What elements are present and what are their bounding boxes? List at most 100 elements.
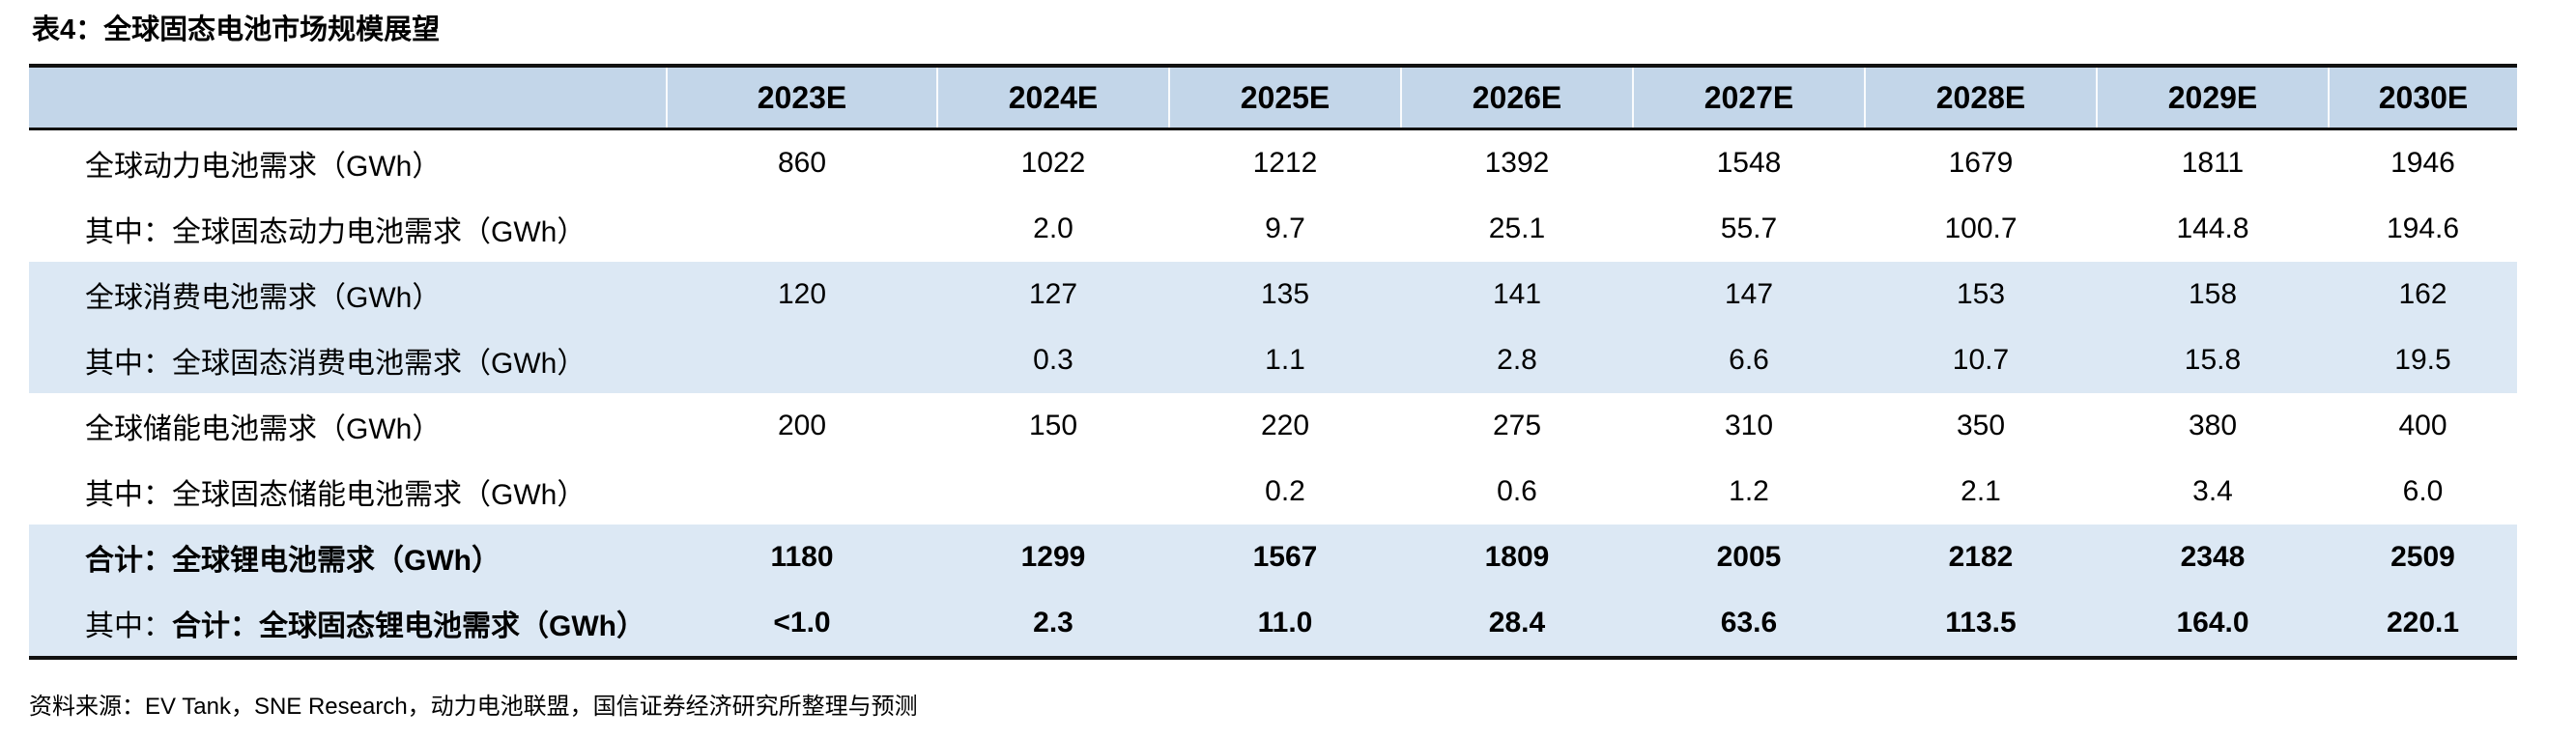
row-label-cell: 全球动力电池需求（GWh） [29, 128, 667, 196]
value-cell: 1.1 [1169, 327, 1401, 393]
value-cell: 0.6 [1401, 459, 1633, 525]
value-cell: 2.8 [1401, 327, 1633, 393]
table-row: 其中：全球固态动力电池需求（GWh） 2.0 9.7 25.1 55.7 100… [29, 196, 2517, 262]
value-cell: 1212 [1169, 128, 1401, 196]
value-cell: 0.3 [937, 327, 1169, 393]
header-cell-empty [29, 64, 667, 130]
row-label-cell: 其中：全球固态储能电池需求（GWh） [29, 459, 667, 525]
value-cell [667, 327, 937, 393]
value-cell: 11.0 [1169, 590, 1401, 660]
row-label: 全球动力电池需求（GWh） [85, 151, 442, 183]
value-cell: 113.5 [1865, 590, 2097, 660]
value-cell: 200 [667, 393, 937, 459]
header-row: 2023E 2024E 2025E 2026E 2027E 2028E 2029… [29, 64, 2517, 130]
year-header: 2025E [1168, 64, 1401, 130]
year-header: 2024E [936, 64, 1169, 130]
row-label-cell: 合计：全球锂电池需求（GWh） [29, 525, 667, 590]
year-header: 2026E [1400, 64, 1633, 130]
value-cell: 55.7 [1633, 196, 1865, 262]
value-cell: 310 [1633, 393, 1865, 459]
value-cell: 2.3 [937, 590, 1169, 660]
year-header: 2028E [1864, 64, 2097, 130]
value-cell [667, 459, 937, 525]
value-cell: 150 [937, 393, 1169, 459]
value-cell: 28.4 [1401, 590, 1633, 660]
value-cell [937, 459, 1169, 525]
year-header: 2023E [666, 64, 937, 130]
value-cell: 63.6 [1633, 590, 1865, 660]
table-row: 其中：全球固态储能电池需求（GWh） 0.2 0.6 1.2 2.1 3.4 6… [29, 459, 2517, 525]
value-cell: 1567 [1169, 525, 1401, 590]
value-cell: 194.6 [2329, 196, 2517, 262]
value-cell: 19.5 [2329, 327, 2517, 393]
table-row: 全球储能电池需求（GWh） 200 150 220 275 310 350 38… [29, 393, 2517, 459]
value-cell: 10.7 [1865, 327, 2097, 393]
row-label-cell: 全球储能电池需求（GWh） [29, 393, 667, 459]
value-cell: 2.0 [937, 196, 1169, 262]
value-cell: 1809 [1401, 525, 1633, 590]
row-label: 全球储能电池需求（GWh） [85, 413, 442, 445]
value-cell: 380 [2097, 393, 2329, 459]
year-header: 2030E [2328, 64, 2517, 130]
value-cell: 1811 [2097, 128, 2329, 196]
year-header: 2029E [2096, 64, 2329, 130]
row-label: 其中：全球固态消费电池需求（GWh） [85, 348, 587, 380]
value-cell: 158 [2097, 262, 2329, 327]
value-cell: 141 [1401, 262, 1633, 327]
market-forecast-table: 2023E 2024E 2025E 2026E 2027E 2028E 2029… [29, 64, 2517, 660]
value-cell: <1.0 [667, 590, 937, 660]
row-label: 其中：全球固态储能电池需求（GWh） [85, 479, 587, 511]
value-cell: 1548 [1633, 128, 1865, 196]
value-cell: 1392 [1401, 128, 1633, 196]
value-cell: 2182 [1865, 525, 2097, 590]
table-row: 其中：全球固态消费电池需求（GWh） 0.3 1.1 2.8 6.6 10.7 … [29, 327, 2517, 393]
row-label-cell: 其中：全球固态消费电池需求（GWh） [29, 327, 667, 393]
row-label: 合计：全球锂电池需求（GWh） [85, 545, 501, 577]
value-cell: 100.7 [1865, 196, 2097, 262]
row-label: 合计：全球固态锂电池需求（GWh） [172, 610, 645, 642]
value-cell: 25.1 [1401, 196, 1633, 262]
value-cell [667, 196, 937, 262]
table-row: 全球消费电池需求（GWh） 120 127 135 141 147 153 15… [29, 262, 2517, 327]
report-table-figure: 表4：全球固态电池市场规模展望 2023E 2024E 2025E 2026E … [0, 12, 2576, 738]
value-cell: 2348 [2097, 525, 2329, 590]
value-cell: 2005 [1633, 525, 1865, 590]
value-cell: 1299 [937, 525, 1169, 590]
row-label: 其中：全球固态动力电池需求（GWh） [85, 216, 587, 248]
value-cell: 164.0 [2097, 590, 2329, 660]
value-cell: 1.2 [1633, 459, 1865, 525]
value-cell: 6.0 [2329, 459, 2517, 525]
row-label: 全球消费电池需求（GWh） [85, 282, 442, 314]
value-cell: 144.8 [2097, 196, 2329, 262]
value-cell: 275 [1401, 393, 1633, 459]
row-label-cell: 其中：全球固态动力电池需求（GWh） [29, 196, 667, 262]
source-note: 资料来源：EV Tank，SNE Research，动力电池联盟，国信证券经济研… [29, 694, 918, 720]
value-cell: 220.1 [2329, 590, 2517, 660]
value-cell: 147 [1633, 262, 1865, 327]
value-cell: 400 [2329, 393, 2517, 459]
value-cell: 1022 [937, 128, 1169, 196]
table-row-total: 合计：全球锂电池需求（GWh） 1180 1299 1567 1809 2005… [29, 525, 2517, 590]
value-cell: 860 [667, 128, 937, 196]
value-cell: 153 [1865, 262, 2097, 327]
value-cell: 220 [1169, 393, 1401, 459]
row-label-cell: 全球消费电池需求（GWh） [29, 262, 667, 327]
value-cell: 162 [2329, 262, 2517, 327]
value-cell: 9.7 [1169, 196, 1401, 262]
value-cell: 6.6 [1633, 327, 1865, 393]
value-cell: 15.8 [2097, 327, 2329, 393]
value-cell: 2.1 [1865, 459, 2097, 525]
value-cell: 3.4 [2097, 459, 2329, 525]
table-title: 表4：全球固态电池市场规模展望 [32, 14, 441, 45]
row-label-prefix: 其中： [85, 610, 172, 642]
value-cell: 350 [1865, 393, 2097, 459]
value-cell: 1946 [2329, 128, 2517, 196]
value-cell: 0.2 [1169, 459, 1401, 525]
value-cell: 1180 [667, 525, 937, 590]
table-row-total: 其中：合计：全球固态锂电池需求（GWh） <1.0 2.3 11.0 28.4 … [29, 590, 2517, 660]
row-label-cell: 其中：合计：全球固态锂电池需求（GWh） [29, 590, 667, 660]
value-cell: 1679 [1865, 128, 2097, 196]
year-header: 2027E [1632, 64, 1865, 130]
table-row: 全球动力电池需求（GWh） 860 1022 1212 1392 1548 16… [29, 128, 2517, 196]
value-cell: 135 [1169, 262, 1401, 327]
